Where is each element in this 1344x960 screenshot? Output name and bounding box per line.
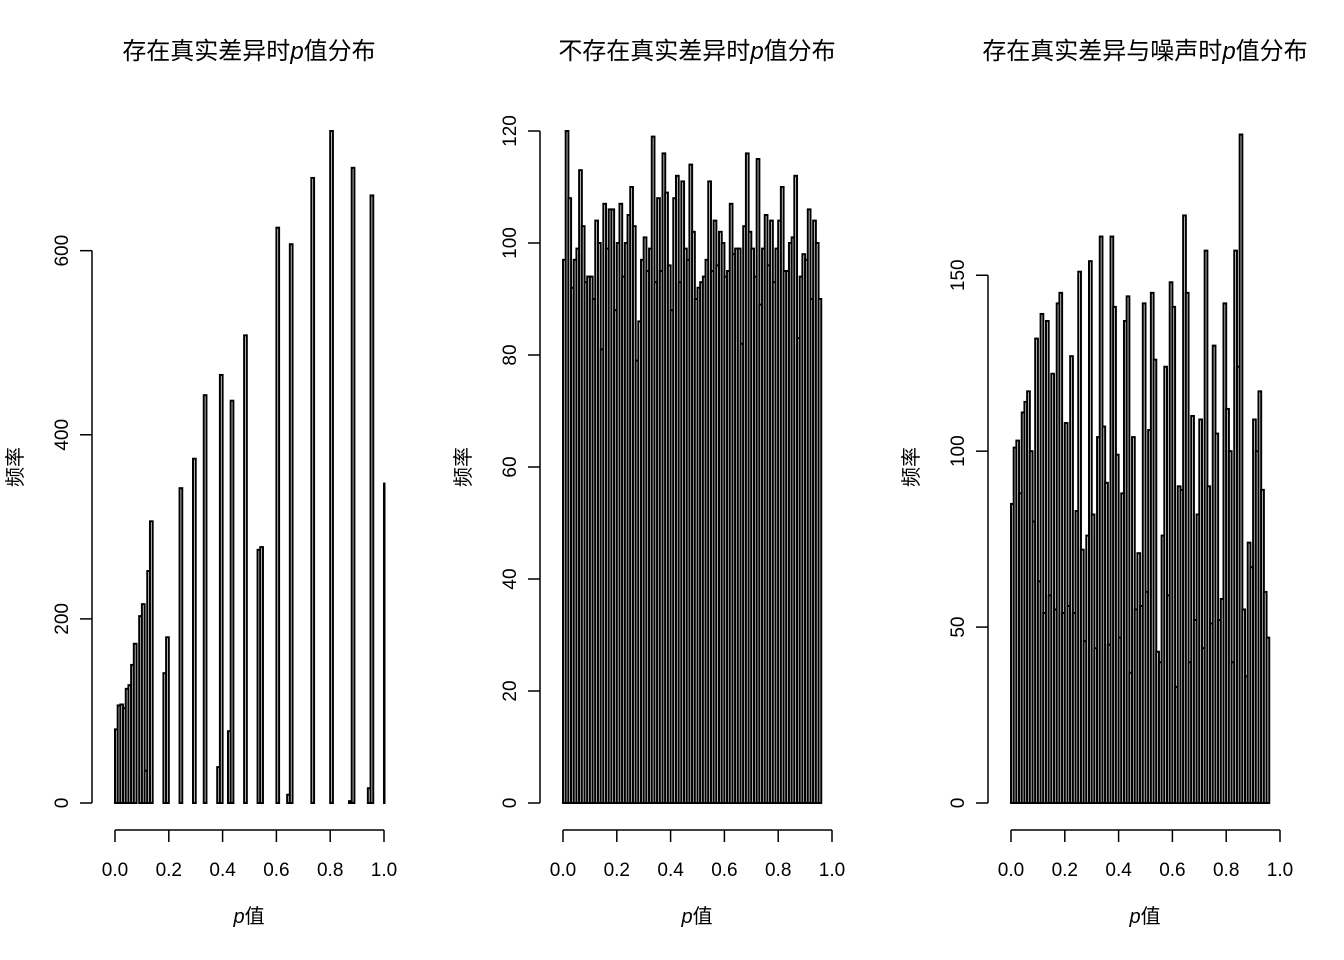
y-tick-label: 80 — [500, 344, 521, 365]
x-tick-label: 0.4 — [657, 860, 684, 881]
histogram-bar — [1171, 305, 1177, 804]
x-axis: 0.0 0.2 0.4 0.6 0.8 1.0 — [550, 829, 845, 881]
x-tick-label: 0.0 — [550, 860, 576, 881]
y-tick-label: 100 — [500, 227, 521, 259]
y-axis-label: 频率 — [900, 447, 923, 487]
histogram-bar — [202, 394, 208, 804]
x-axis-label: p值 — [680, 905, 712, 928]
x-tick-label: 0.2 — [156, 860, 182, 881]
histogram-bar — [1039, 312, 1045, 804]
x-tick-label: 0.0 — [102, 860, 128, 881]
bars — [114, 130, 386, 805]
x-tick-label: 0.6 — [711, 860, 737, 881]
histogram-bar — [259, 546, 264, 805]
x-axis: 0.0 0.2 0.4 0.6 0.8 1.0 — [998, 829, 1293, 881]
y-tick-label: 0 — [500, 798, 521, 809]
histogram-bar — [1198, 418, 1203, 804]
y-tick-label: 200 — [52, 603, 73, 635]
histogram-bar — [1044, 319, 1050, 804]
x-tick-label: 0.6 — [1159, 860, 1185, 881]
x-tick-label: 0.8 — [317, 860, 343, 881]
histogram-bar — [132, 642, 138, 804]
x-tick-label: 1.0 — [371, 860, 397, 881]
bars — [1010, 133, 1271, 805]
histogram-bar — [1050, 372, 1056, 804]
histogram-bar — [817, 298, 823, 804]
histogram-bar — [1265, 636, 1271, 805]
x-tick-label: 0.2 — [1052, 860, 1078, 881]
y-tick-label: 100 — [948, 435, 969, 467]
panel-title: 存在真实差异时p值分布 — [122, 38, 375, 65]
x-tick-label: 0.8 — [765, 860, 791, 881]
y-axis-label: 频率 — [452, 447, 475, 487]
y-tick-label: 40 — [500, 568, 521, 589]
histogram-bar — [383, 482, 386, 804]
histogram-bar — [1214, 432, 1220, 804]
histogram-bar — [243, 334, 248, 804]
x-tick-label: 1.0 — [1267, 860, 1293, 881]
x-axis-label: p值 — [1128, 905, 1160, 928]
histogram-bar — [1125, 295, 1131, 804]
histogram-bar — [1058, 291, 1064, 804]
x-tick-label: 0.0 — [998, 860, 1024, 881]
panel-title: 存在真实差异与噪声时p值分布 — [982, 38, 1307, 65]
histogram-bar — [218, 373, 224, 804]
x-tick-label: 1.0 — [819, 860, 845, 881]
x-tick-label: 0.6 — [263, 860, 289, 881]
histogram-bar — [140, 603, 146, 804]
histogram-bar — [288, 243, 294, 805]
y-axis: 0 200 400 600 — [52, 235, 93, 809]
histogram-bar — [1034, 337, 1039, 804]
x-tick-label: 0.4 — [209, 860, 236, 881]
x-tick-label: 0.2 — [604, 860, 630, 881]
histogram-panel-3: 存在真实差异与噪声时p值分布 p值 频率 0 50 100 150 0.0 0.2 0.4… — [900, 38, 1308, 928]
histogram-bar — [148, 520, 154, 804]
y-tick-label: 600 — [52, 235, 73, 267]
y-axis: 0 50 100 150 — [948, 259, 989, 809]
y-tick-label: 0 — [52, 798, 73, 809]
histogram-bar — [165, 636, 170, 804]
panel-title: 不存在真实差异时p值分布 — [558, 38, 835, 65]
histogram-bar — [310, 176, 316, 804]
histogram-bar — [1152, 358, 1158, 804]
histogram-bar — [1077, 270, 1082, 805]
x-tick-label: 0.4 — [1105, 860, 1132, 881]
histogram-bar — [369, 194, 375, 804]
y-axis-label: 频率 — [4, 447, 27, 487]
histogram-bar — [1069, 355, 1074, 804]
x-tick-label: 0.8 — [1213, 860, 1239, 881]
bars — [562, 130, 823, 805]
y-tick-label: 0 — [948, 798, 969, 809]
histogram-bar — [192, 457, 197, 804]
histogram-bar — [1141, 302, 1147, 804]
histogram-bar — [1190, 414, 1195, 804]
histogram-bar — [1227, 450, 1233, 804]
histogram-bar — [1238, 133, 1244, 804]
histogram-bar — [1163, 365, 1169, 804]
y-tick-label: 400 — [52, 419, 73, 451]
y-tick-label: 120 — [500, 115, 521, 147]
x-axis-label: p值 — [232, 905, 264, 928]
y-tick-label: 50 — [948, 617, 969, 638]
histogram-bar — [229, 399, 235, 804]
histogram-bar — [275, 226, 281, 805]
y-tick-label: 20 — [500, 680, 521, 701]
y-tick-label: 60 — [500, 456, 521, 477]
x-axis: 0.0 0.2 0.4 0.6 0.8 1.0 — [102, 829, 397, 881]
histogram-bar — [178, 487, 184, 804]
y-tick-label: 150 — [948, 259, 969, 291]
histogram-bar — [1104, 481, 1109, 804]
histogram-bar — [1184, 291, 1190, 804]
histogram-bar — [350, 166, 356, 804]
y-axis: 0 20 40 60 80 100 120 — [500, 115, 541, 809]
histogram-bar — [1114, 453, 1120, 804]
histogram-bar — [329, 130, 334, 804]
